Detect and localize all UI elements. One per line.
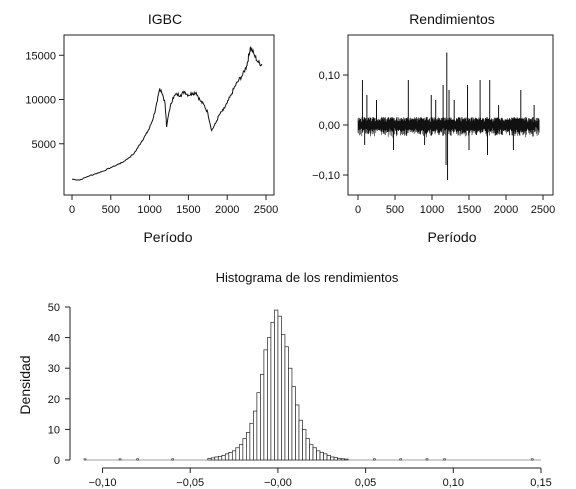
hist-y-tick-label: 10 <box>48 424 60 436</box>
hist-bar <box>333 457 338 461</box>
hist-x-tick-label: 0,05 <box>355 477 376 489</box>
hist-bar <box>312 447 317 461</box>
igbc-x-axis-label: Período <box>143 229 192 245</box>
rend-x-axis-label: Período <box>427 229 476 245</box>
hist-y-tick-label: 50 <box>48 302 60 314</box>
hist-outlier-bar <box>373 458 376 461</box>
hist-bar <box>235 447 240 461</box>
panel-igbc: IGBC 0 500 1000 1500 2000 250050001000015000 … <box>25 11 278 245</box>
igbc-series-line <box>71 45 263 181</box>
hist-bar <box>288 367 293 461</box>
rend-x-tick-label: 1500 <box>457 204 481 216</box>
hist-bar <box>231 450 237 461</box>
hist-outlier-bar <box>118 458 122 461</box>
hist-bar <box>281 334 286 461</box>
hist-x-tick-label: 0,10 <box>443 477 464 489</box>
hist-y-tick-label: 0 <box>54 455 60 467</box>
rend-x-tick-label: 2000 <box>494 204 518 216</box>
hist-outlier-bar <box>399 458 402 461</box>
rend-noise-band <box>357 117 540 138</box>
hist-bar <box>217 455 223 461</box>
hist-bar <box>228 452 233 461</box>
hist-bar <box>305 438 310 461</box>
hist-x-tick-label: −0,10 <box>89 477 117 489</box>
hist-bar <box>210 457 216 461</box>
hist-outlier-bar <box>171 458 174 461</box>
hist-y-tick-label: 40 <box>48 333 60 345</box>
hist-x-tick-label: 0,15 <box>530 477 551 489</box>
igbc-y-tick-label: 5000 <box>32 139 56 151</box>
hist-bar <box>316 450 321 461</box>
igbc-x-tick-label: 2500 <box>254 204 278 216</box>
hist-bar <box>274 309 279 461</box>
hist-bar <box>249 422 254 461</box>
igbc-x-tick-label: 500 <box>102 204 120 216</box>
hist-outlier-bar <box>425 458 429 461</box>
rend-y-tick-label: −0,10 <box>312 170 340 182</box>
hist-y-tick-label: 30 <box>48 363 60 375</box>
igbc-x-tick-label: 0 <box>69 204 75 216</box>
hist-outlier-bar <box>83 458 87 461</box>
hist-bar <box>263 349 268 461</box>
hist-y-tick-label: 20 <box>48 394 60 406</box>
igbc-title: IGBC <box>148 11 182 27</box>
rend-x-tick-label: 2500 <box>531 204 555 216</box>
hist-bar <box>221 455 226 461</box>
hist-bar <box>246 432 251 461</box>
hist-bar <box>319 452 324 461</box>
hist-bar <box>295 404 300 461</box>
panel-histogram: Histograma de los rendimientos −0,10 −0,0… <box>17 270 552 489</box>
hist-bar <box>270 321 275 461</box>
hist-bar <box>214 456 219 461</box>
rend-x-tick-label: 0 <box>355 204 361 216</box>
hist-bar <box>340 458 345 461</box>
hist-bar <box>326 455 331 461</box>
igbc-x-tick-label: 1500 <box>176 204 200 216</box>
rend-title: Rendimientos <box>409 11 495 27</box>
rend-x-tick-label: 1000 <box>420 204 444 216</box>
hist-bar <box>277 315 282 461</box>
hist-bar <box>284 346 289 461</box>
hist-bar <box>323 453 328 461</box>
hist-bar <box>260 373 265 461</box>
hist-x-tick-label: −0,05 <box>176 477 204 489</box>
hist-bar <box>337 458 342 461</box>
hist-bar <box>267 337 272 461</box>
hist-bar <box>302 429 307 461</box>
hist-bar <box>298 419 303 461</box>
panel-rendimientos: Rendimientos 0 500 1000 1500 2000 2500 0,10 0,0… <box>312 11 555 245</box>
igbc-x-tick-label: 1000 <box>137 204 161 216</box>
hist-bar <box>256 392 261 461</box>
hist-outlier-bar <box>443 458 446 461</box>
hist-outlier-bar <box>530 458 534 461</box>
hist-y-axis-label: Densidad <box>17 355 33 414</box>
hist-bar <box>309 444 314 461</box>
hist-outlier-bar <box>136 458 139 461</box>
igbc-plot-box <box>63 34 275 196</box>
hist-bar <box>344 458 349 461</box>
hist-bar <box>238 444 244 461</box>
hist-bar <box>242 438 247 461</box>
hist-bar <box>207 458 212 461</box>
hist-title: Histograma de los rendimientos <box>216 270 399 285</box>
rend-x-tick-label: 500 <box>386 204 404 216</box>
hist-bar <box>291 386 296 461</box>
rend-plot-box <box>347 34 554 196</box>
hist-bar <box>253 410 258 461</box>
hist-bar <box>330 456 335 461</box>
rend-y-tick-label: 0,10 <box>319 70 340 82</box>
hist-x-tick-label: −0,00 <box>264 477 292 489</box>
hist-bar <box>224 453 230 461</box>
igbc-x-tick-label: 2000 <box>215 204 239 216</box>
igbc-y-tick-label: 10000 <box>25 95 56 107</box>
rend-y-tick-label: 0,00 <box>319 120 340 132</box>
igbc-y-tick-label: 15000 <box>25 50 56 62</box>
